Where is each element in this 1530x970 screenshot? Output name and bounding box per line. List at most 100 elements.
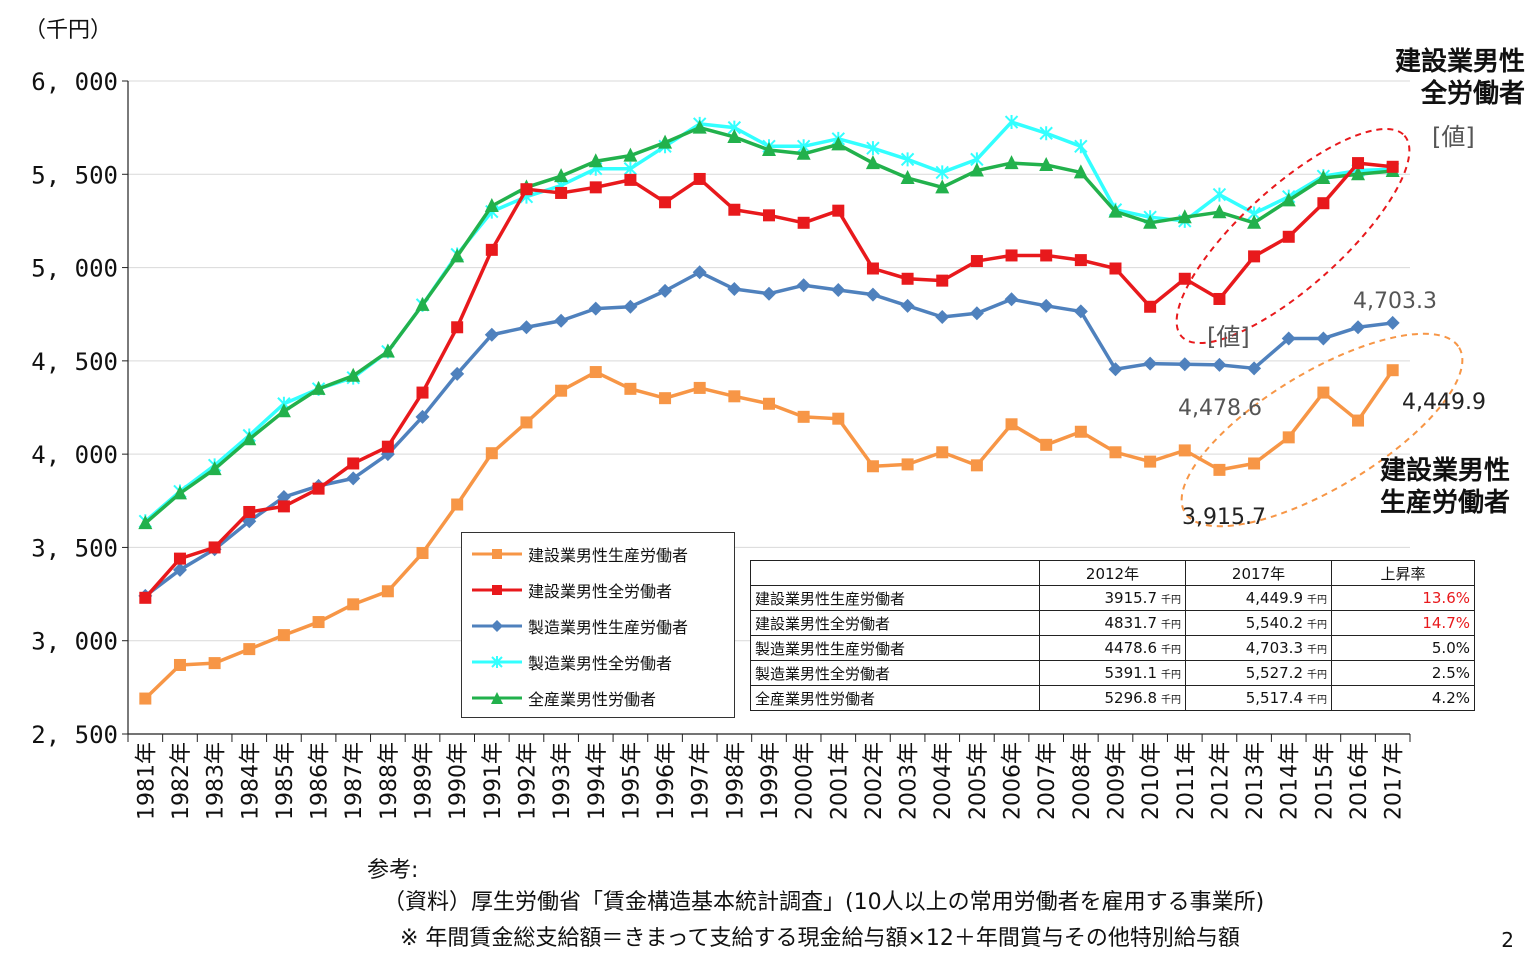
summary-cell-2012: 4478.6 千円 xyxy=(1039,635,1186,661)
data-point xyxy=(901,272,914,285)
summary-cell-2012-text: 4478.6 xyxy=(1104,639,1158,657)
data-point xyxy=(1317,197,1330,210)
data-point xyxy=(763,209,775,222)
data-point xyxy=(1143,356,1158,371)
data-point xyxy=(588,153,603,168)
data-point xyxy=(693,381,706,394)
data-point xyxy=(451,498,464,511)
data-point xyxy=(312,616,325,629)
unit-text: 千円 xyxy=(1161,620,1181,631)
data-point xyxy=(831,136,846,151)
unit-text: 千円 xyxy=(1161,595,1181,606)
data-point xyxy=(1386,160,1399,173)
x-tick-label: 2012年 xyxy=(1208,742,1233,820)
data-point xyxy=(1073,164,1088,179)
data-point xyxy=(1040,438,1053,451)
legend-marker-diamond-icon xyxy=(472,620,522,632)
y-tick-label: 3, 500 xyxy=(31,534,118,562)
data-point xyxy=(623,299,638,314)
summary-cell-name: 建設業男性生産労働者 xyxy=(750,585,1040,611)
legend-marker-square-icon xyxy=(472,585,522,595)
summary-cell-2017-text: 5,540.2 xyxy=(1245,614,1303,632)
x-tick-label: 1981年 xyxy=(134,742,159,820)
data-point xyxy=(1004,115,1019,130)
data-point xyxy=(1074,425,1087,438)
summary-cell-rate: 14.7% xyxy=(1331,610,1475,636)
data-point xyxy=(1352,414,1365,427)
page-number: 2 xyxy=(1501,928,1514,952)
data-point xyxy=(1074,254,1087,267)
data-point xyxy=(935,165,949,180)
summary-cell-name-text: 製造業男性生産労働者 xyxy=(755,639,906,658)
data-point xyxy=(763,397,775,410)
data-point xyxy=(623,161,638,176)
data-point xyxy=(485,243,498,256)
data-point xyxy=(1144,455,1157,468)
x-tick-label: 2016年 xyxy=(1347,742,1372,820)
data-point xyxy=(866,460,879,473)
data-point xyxy=(208,657,221,670)
summary-cell-2017-text: 4,703.3 xyxy=(1245,639,1303,657)
legend-item-manufacturing-production: 製造業男性生産労働者 xyxy=(472,613,688,639)
data-point xyxy=(589,181,602,194)
data-point xyxy=(900,170,915,185)
data-point xyxy=(243,643,256,656)
data-point xyxy=(450,366,465,381)
summary-cell-rate-text: 14.7% xyxy=(1422,614,1470,632)
summary-cell-name-text: 建設業男性生産労働者 xyxy=(755,589,906,608)
summary-cell-2012: 4831.7 千円 xyxy=(1039,610,1186,636)
x-tick-label: 1987年 xyxy=(342,742,367,820)
x-tick-label: 1998年 xyxy=(723,742,748,820)
data-point xyxy=(1351,320,1366,335)
data-point xyxy=(172,562,187,577)
summary-cell-name-text: 製造業男性全労働者 xyxy=(755,664,891,683)
data-point xyxy=(347,457,360,470)
legend-label: 製造業男性全労働者 xyxy=(528,654,673,673)
summary-table-row: 全産業男性労働者 5296.8 千円 5,517.4 千円 4.2% xyxy=(750,685,1475,711)
legend-marker-square-icon xyxy=(472,549,522,559)
x-tick-label: 1992年 xyxy=(515,742,540,820)
data-point xyxy=(1316,331,1331,346)
data-point xyxy=(1178,272,1191,285)
x-tick-label: 2003年 xyxy=(897,742,922,820)
data-point xyxy=(554,313,569,328)
data-point xyxy=(797,410,810,423)
y-tick-label: 6, 000 xyxy=(31,68,118,96)
callout-construction-production-workers: 建設業男性 生産労働者 xyxy=(1330,455,1510,519)
callout-construction-prod-text: 建設業男性 生産労働者 xyxy=(1379,456,1510,518)
data-point xyxy=(1212,204,1227,219)
data-point xyxy=(900,298,915,313)
chart-legend: 建設業男性生産労働者 建設業男性全労働者 製造業男性生産労働者 製造業男性全労働… xyxy=(461,532,735,718)
unit-text: 千円 xyxy=(1161,670,1181,681)
data-point xyxy=(484,327,499,342)
value-label-mfg-2012: 4,478.6 xyxy=(1178,396,1262,421)
x-tick-label: 2002年 xyxy=(862,742,887,820)
data-point xyxy=(1316,170,1331,185)
data-point xyxy=(866,141,880,156)
data-point xyxy=(1352,157,1365,170)
data-point xyxy=(970,459,983,472)
data-point xyxy=(1039,298,1054,313)
x-tick-label: 2004年 xyxy=(931,742,956,820)
summary-cell-2012-text: 3915.7 xyxy=(1104,589,1158,607)
legend-item-construction-all: 建設業男性全労働者 xyxy=(472,577,672,603)
data-point xyxy=(555,186,568,199)
summary-table-row: 製造業男性全労働者 5391.1 千円 5,527.2 千円 2.5% xyxy=(750,660,1475,686)
data-point xyxy=(901,458,914,471)
x-tick-label: 1990年 xyxy=(446,742,471,820)
summary-table-header-row: 2012年 2017年 上昇率 xyxy=(750,560,1475,586)
data-point xyxy=(381,585,394,598)
value-label-construction-prod-2012: 3,915.7 xyxy=(1182,505,1266,530)
data-point xyxy=(1108,203,1123,218)
x-tick-label: 2001年 xyxy=(827,742,852,820)
data-point xyxy=(624,382,637,395)
data-point xyxy=(346,367,361,382)
data-point xyxy=(1073,304,1088,319)
summary-cell-2017: 4,449.9 千円 xyxy=(1185,585,1332,611)
data-point xyxy=(1247,361,1262,376)
x-tick-label: 2007年 xyxy=(1035,742,1060,820)
data-point xyxy=(1281,331,1296,346)
data-point xyxy=(831,282,846,297)
data-point xyxy=(727,128,742,143)
